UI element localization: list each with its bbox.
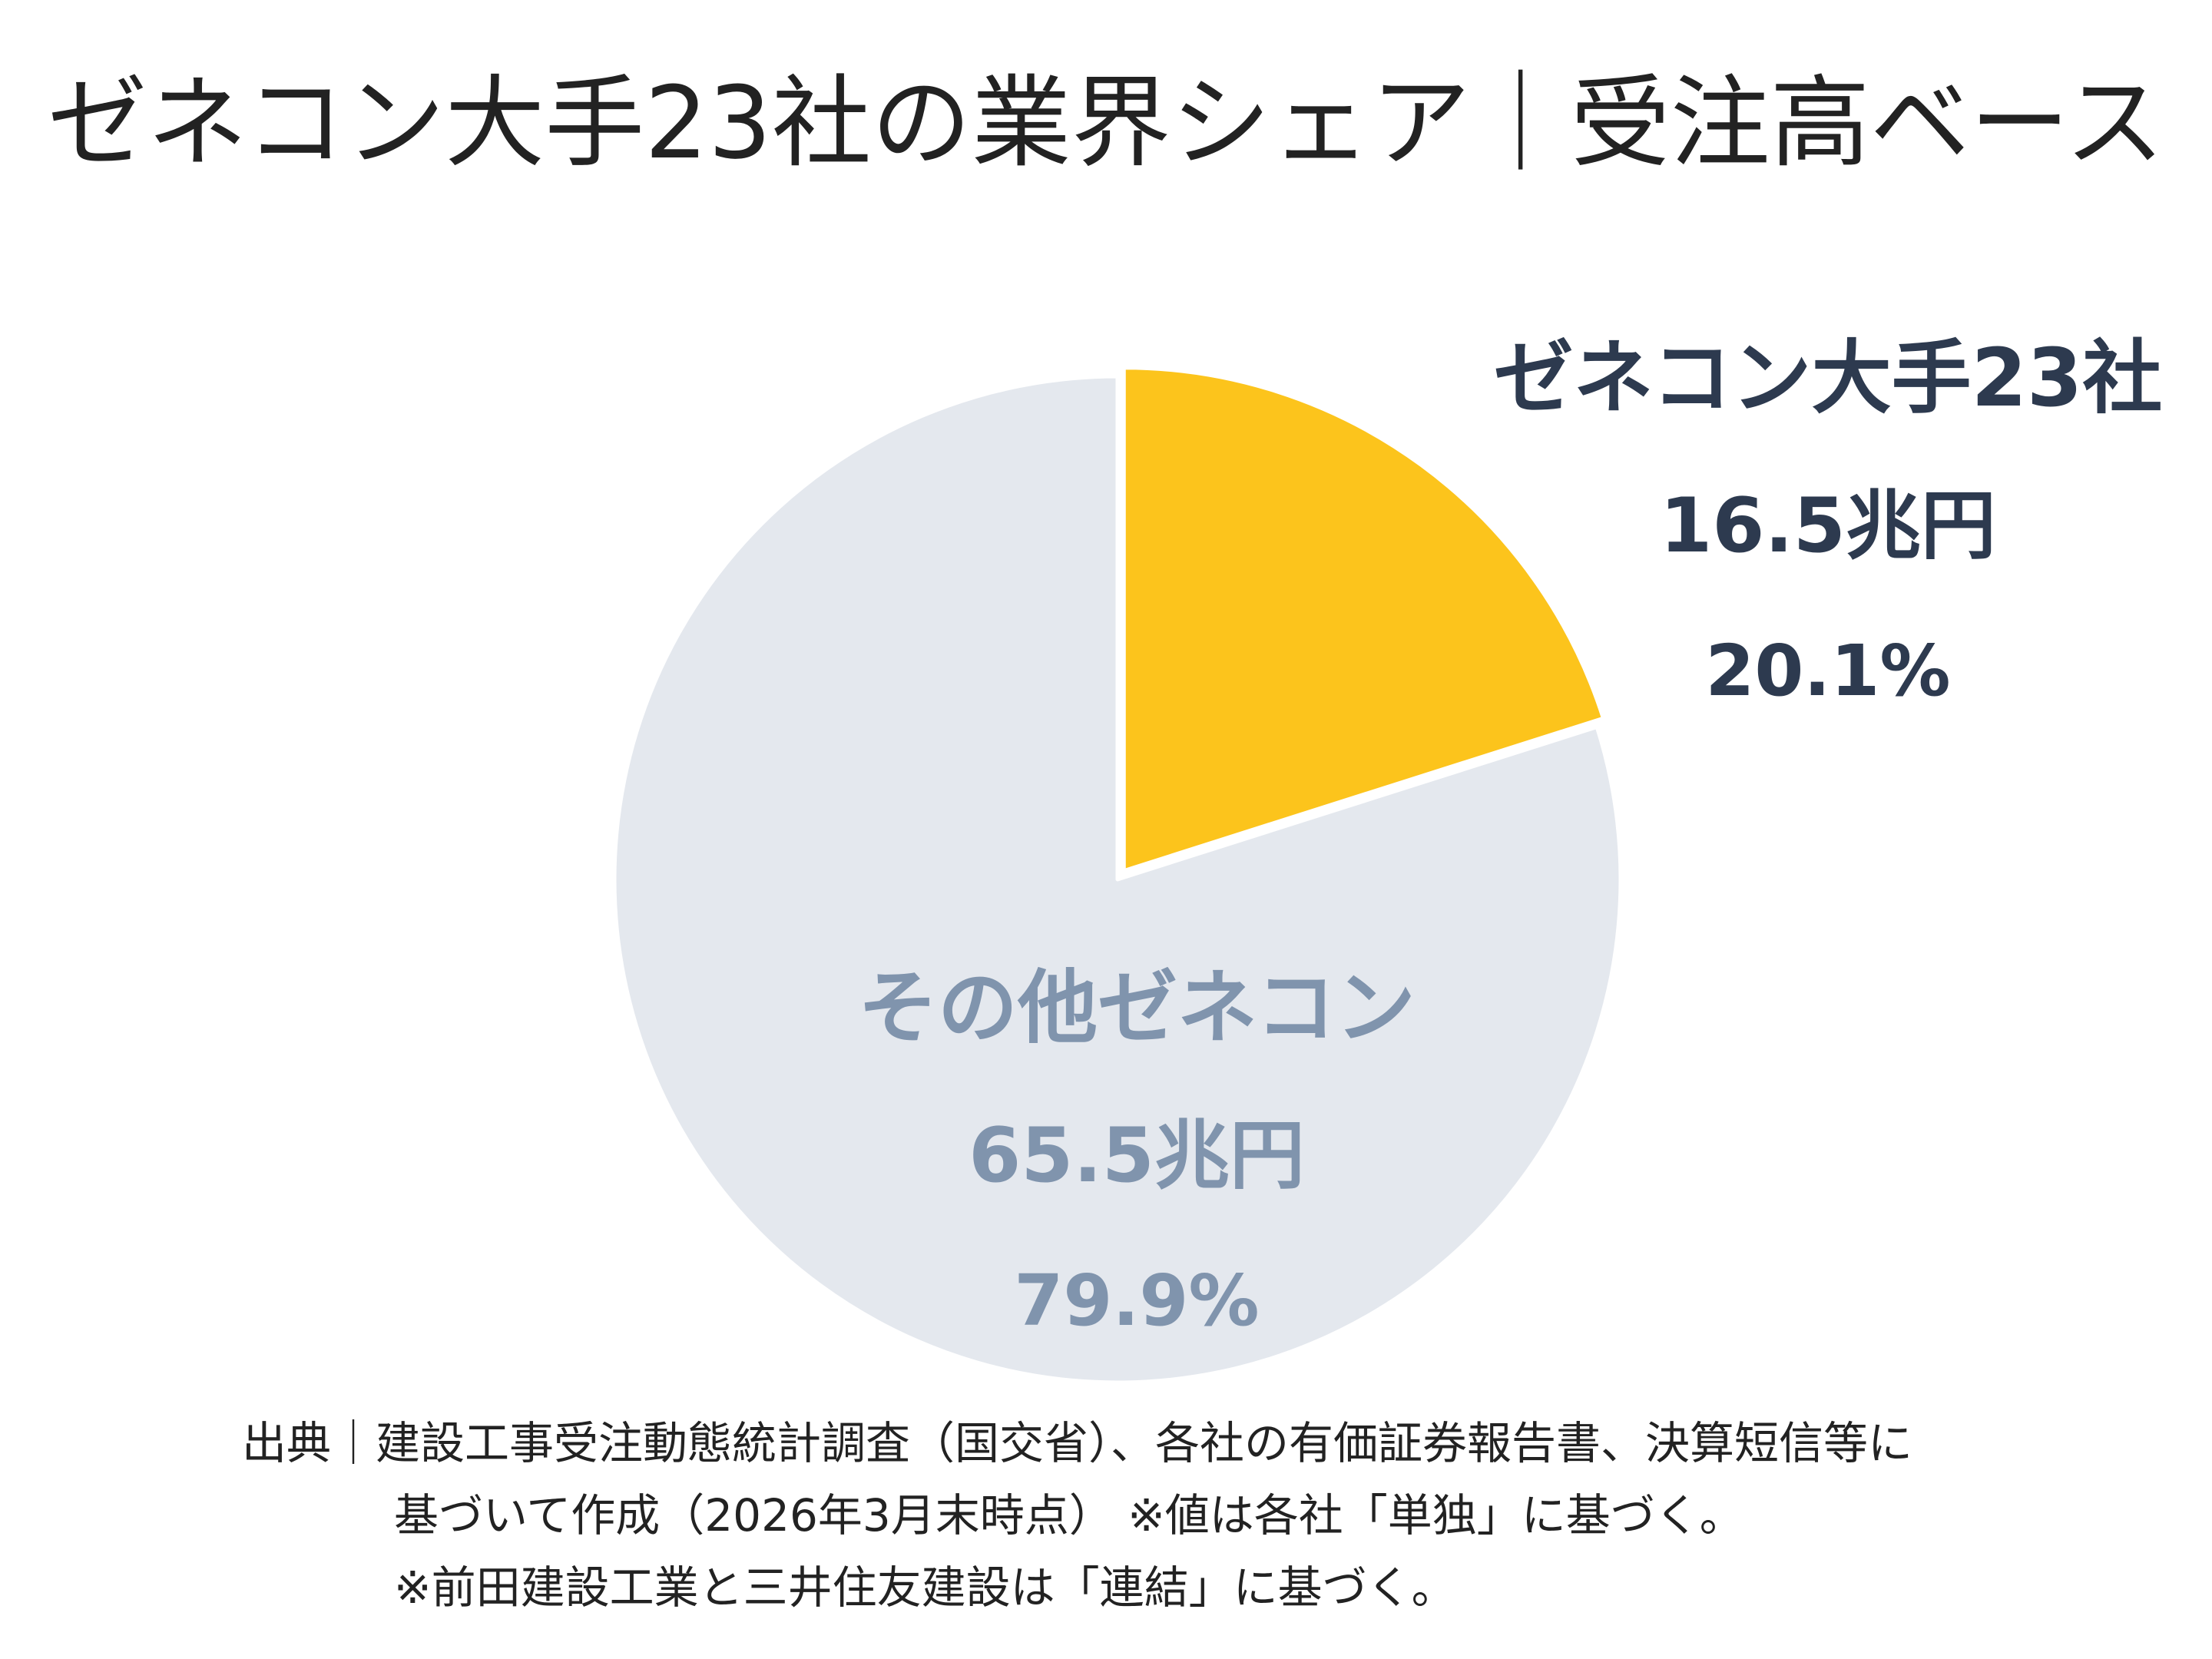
other-slice-label: その他ゼネコン 65.5兆円 79.9% xyxy=(753,968,1521,1336)
other-slice-name: その他ゼネコン xyxy=(858,961,1416,1055)
source-line-3: ※前田建設工業と三井住友建設は「連結」に基づく。 xyxy=(394,1561,1456,1614)
source-line-2: 基づいて作成（2026年3月末時点） ※値は各社「単独」に基づく。 xyxy=(394,1489,1744,1541)
major-slice-percent: 20.1% xyxy=(1705,630,1951,712)
other-slice-percent: 79.9% xyxy=(1014,1260,1260,1342)
major-slice-label: ゼネコン大手23社 16.5兆円 20.1% xyxy=(1444,338,2212,707)
source-line-1: 出典｜建設工事受注動態統計調査（国交省）、各社の有価証券報告書、決算短信等に xyxy=(242,1417,1913,1469)
pie-slice-other xyxy=(612,374,1623,1385)
pie-slice-major xyxy=(1121,366,1605,873)
major-slice-name: ゼネコン大手23社 xyxy=(1493,331,2163,425)
other-slice-value: 65.5兆円 xyxy=(969,1112,1305,1200)
chart-title: ゼネコン大手23社の業界シェア｜受注高ベース xyxy=(47,65,2165,181)
source-note: 出典｜建設工事受注動態統計調査（国交省）、各社の有価証券報告書、決算短信等に 基… xyxy=(242,1407,1912,1624)
major-slice-value: 16.5兆円 xyxy=(1660,482,1996,570)
